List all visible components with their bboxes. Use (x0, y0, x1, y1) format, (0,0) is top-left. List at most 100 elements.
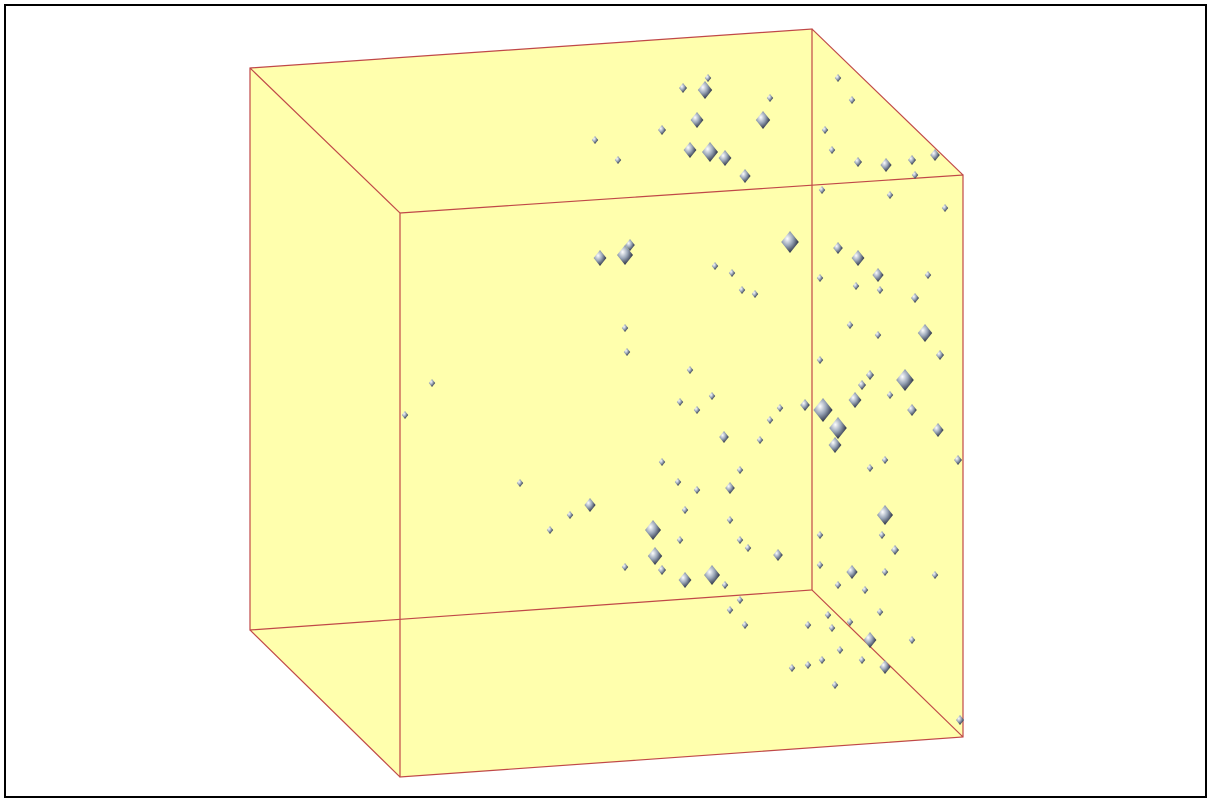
particle (891, 545, 899, 555)
particle (886, 191, 894, 199)
particle (591, 136, 599, 144)
particle (766, 94, 774, 102)
particle (702, 142, 718, 162)
particle (881, 456, 889, 464)
particle (911, 293, 919, 303)
particle (401, 411, 409, 419)
particle (876, 286, 884, 294)
particle (645, 520, 661, 540)
particle (956, 715, 964, 725)
particle (848, 96, 856, 104)
particle (721, 581, 729, 589)
particle (831, 681, 839, 689)
particle (711, 262, 719, 270)
particle (773, 549, 783, 561)
particle (676, 536, 684, 544)
particle (708, 392, 716, 400)
particle (881, 568, 889, 576)
cube-volume (250, 29, 963, 777)
particle (704, 565, 720, 585)
particle (816, 561, 824, 569)
cube-edge (249, 67, 401, 214)
particle (828, 624, 836, 632)
particle (741, 621, 749, 629)
particle (836, 646, 844, 654)
particle (697, 81, 713, 99)
particle (828, 437, 842, 453)
particle (851, 250, 865, 266)
particle (908, 636, 916, 644)
particle (858, 656, 866, 664)
particle (621, 324, 629, 332)
particle (725, 482, 735, 494)
particle (829, 417, 847, 439)
particle (751, 290, 759, 298)
particle (744, 544, 752, 552)
particle (800, 399, 810, 411)
particle (813, 398, 833, 422)
particle (824, 611, 832, 619)
particle (834, 581, 842, 589)
particle (683, 142, 697, 158)
particle (674, 478, 682, 486)
particle (736, 596, 744, 604)
particle (854, 157, 862, 167)
particle (821, 126, 829, 134)
particle (917, 324, 933, 342)
particle (693, 486, 701, 494)
particle (911, 171, 919, 179)
particle (818, 186, 826, 194)
particle (954, 455, 962, 465)
particle (736, 466, 744, 474)
particle (614, 156, 622, 164)
particle (625, 239, 635, 251)
particle (728, 269, 736, 277)
particle (834, 74, 842, 82)
particle (896, 369, 914, 391)
particle (863, 632, 877, 648)
particle (679, 83, 687, 93)
particle (755, 111, 771, 129)
particles (401, 74, 964, 725)
particle (593, 250, 607, 266)
particle (804, 661, 812, 669)
particle (623, 348, 631, 356)
particle (816, 356, 824, 364)
cube-edge (811, 28, 964, 176)
particle (930, 149, 940, 161)
particle (816, 274, 824, 282)
particle (736, 536, 744, 544)
particle (804, 621, 812, 629)
particle (781, 231, 799, 253)
particle (676, 398, 684, 406)
cube-edge (249, 629, 401, 778)
particle (756, 436, 764, 444)
particle (584, 498, 596, 512)
particle (924, 271, 932, 279)
particle (907, 404, 917, 416)
particle (879, 660, 891, 674)
particle (678, 572, 692, 588)
particle (718, 150, 732, 166)
particle (719, 431, 729, 443)
particle (858, 380, 866, 390)
particle (816, 531, 824, 539)
particle (932, 423, 944, 437)
particle (866, 370, 874, 380)
particle (931, 571, 939, 579)
particle (658, 125, 666, 135)
particle (866, 464, 874, 472)
particle (848, 392, 862, 408)
particle (766, 416, 774, 424)
particle (658, 458, 666, 466)
particle (693, 406, 701, 414)
particle (658, 565, 666, 575)
particle (739, 169, 751, 183)
particle (788, 664, 796, 672)
particle (886, 391, 894, 399)
particle (936, 350, 944, 360)
particle (833, 242, 843, 254)
particle (647, 547, 663, 565)
